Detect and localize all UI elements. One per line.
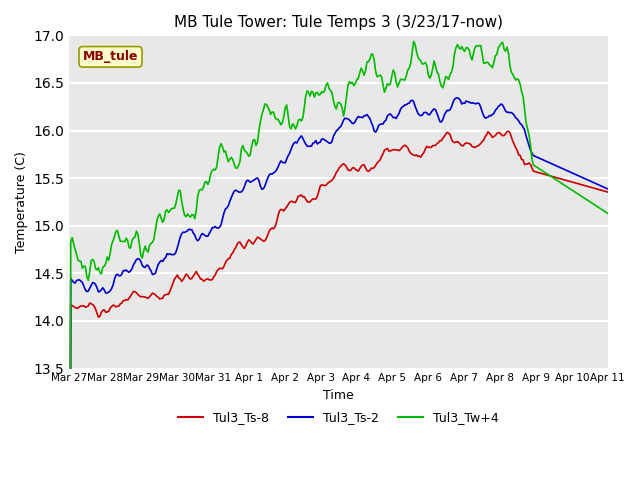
Tul3_Ts-8 [504, 128, 512, 134]
Tul3_Tw+4 [460, 47, 467, 53]
Tul3_Ts-8 [282, 206, 289, 212]
Tul3_Tw+4 [159, 219, 166, 225]
Tul3_Ts-8 [458, 143, 466, 149]
Legend: Tul3_Ts-8, Tul3_Ts-2, Tul3_Tw+4: Tul3_Ts-8, Tul3_Ts-2, Tul3_Tw+4 [173, 406, 504, 429]
Tul3_Ts-8 [509, 138, 516, 144]
Tul3_Ts-2 [509, 111, 516, 117]
Tul3_Ts-2 [604, 186, 612, 192]
X-axis label: Time: Time [323, 389, 354, 402]
Tul3_Tw+4 [276, 119, 284, 125]
Tul3_Ts-2 [276, 161, 284, 167]
Line: Tul3_Tw+4: Tul3_Tw+4 [69, 41, 608, 480]
Tul3_Tw+4 [282, 105, 289, 110]
Tul3_Ts-8 [535, 170, 543, 176]
Text: MB_tule: MB_tule [83, 50, 138, 63]
Tul3_Ts-2 [159, 259, 166, 264]
Tul3_Ts-8 [159, 295, 166, 301]
Tul3_Ts-8 [604, 189, 612, 195]
Tul3_Ts-2 [282, 160, 289, 166]
Tul3_Tw+4 [410, 38, 417, 44]
Title: MB Tule Tower: Tule Temps 3 (3/23/17-now): MB Tule Tower: Tule Temps 3 (3/23/17-now… [174, 15, 503, 30]
Tul3_Ts-8 [276, 208, 284, 214]
Tul3_Ts-2 [460, 100, 467, 106]
Y-axis label: Temperature (C): Temperature (C) [15, 151, 28, 253]
Tul3_Tw+4 [604, 210, 612, 216]
Tul3_Ts-2 [535, 155, 543, 161]
Line: Tul3_Ts-8: Tul3_Ts-8 [69, 131, 608, 480]
Tul3_Ts-2 [454, 95, 461, 101]
Tul3_Tw+4 [535, 166, 543, 171]
Line: Tul3_Ts-2: Tul3_Ts-2 [69, 98, 608, 480]
Tul3_Tw+4 [509, 72, 516, 77]
